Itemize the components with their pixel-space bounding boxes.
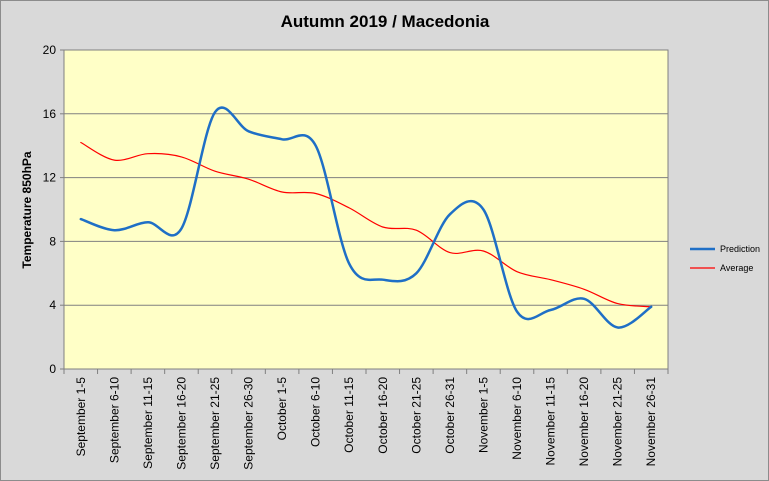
x-tick-label: October 1-5: [275, 377, 289, 441]
x-axis-ticks: September 1-5 September 6-10 September 11-…: [63, 369, 669, 470]
x-tick-label: November 16-20: [577, 377, 591, 467]
x-tick-label: October 21-25: [409, 377, 423, 454]
series-line-average: [80, 141, 652, 308]
plot-area: [63, 49, 669, 370]
x-tick-label: November 11-15: [544, 377, 558, 466]
x-tick-label: September 6-10: [107, 377, 121, 463]
y-tick-label: 16: [43, 107, 57, 121]
x-tick-label: October 11-15: [342, 377, 356, 453]
x-tick-label: November 21-25: [611, 377, 625, 467]
y-tick-label: 20: [43, 43, 57, 57]
y-tick-label: 8: [49, 234, 56, 248]
x-tick-label: November 26-31: [644, 377, 658, 467]
x-tick-label: October 6-10: [309, 377, 323, 447]
x-tick-label: September 1-5: [74, 377, 88, 457]
x-tick-label: September 16-20: [174, 377, 188, 470]
x-tick-label: September 26-30: [242, 377, 256, 470]
series-lines: [79, 106, 653, 329]
gridlines: [64, 49, 668, 306]
y-tick-label: 12: [43, 171, 57, 185]
y-tick-label: 4: [49, 298, 56, 312]
x-tick-label: September 21-25: [208, 377, 222, 470]
legend: Prediction Average: [690, 244, 760, 273]
y-tick-label: 0: [49, 362, 56, 376]
x-tick-label: October 26-31: [443, 377, 457, 454]
x-tick-label: September 11-15: [141, 377, 155, 469]
x-tick-label: November 1-5: [476, 377, 490, 453]
series-line-prediction: [79, 106, 653, 329]
y-axis-label: Temperature 850hPa: [20, 151, 34, 268]
legend-label-prediction: Prediction: [720, 244, 760, 254]
x-tick-label: November 6-10: [510, 377, 524, 460]
legend-label-average: Average: [720, 263, 753, 273]
chart-title: Autumn 2019 / Macedonia: [281, 12, 490, 31]
x-tick-label: October 16-20: [376, 377, 390, 454]
y-axis-ticks: 0 4 8 12 16 20: [43, 43, 64, 376]
